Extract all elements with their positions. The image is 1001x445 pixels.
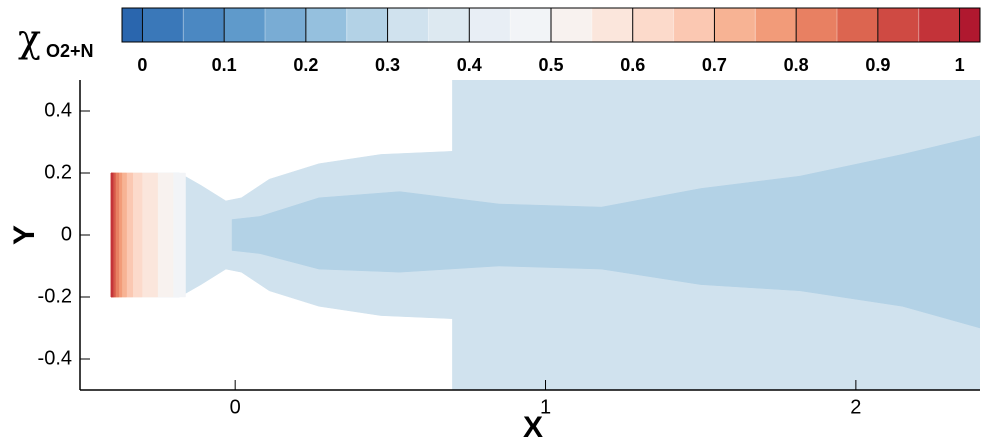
y-axis-label: Y	[8, 225, 41, 245]
y-tick-label: 0	[61, 223, 72, 245]
colorbar-tick-label: 0.3	[375, 55, 400, 75]
colorbar-swatch	[755, 8, 797, 42]
x-axis-label: X	[523, 411, 543, 444]
y-tick-label: 0.4	[44, 99, 72, 121]
colorbar-swatch	[305, 8, 347, 42]
colorbar-tick-label: 1	[955, 55, 965, 75]
colorbar-tick-label: 0.9	[865, 55, 890, 75]
y-tick-label: 0.2	[44, 161, 72, 183]
colorbar-swatch	[551, 8, 592, 42]
colorbar-swatch	[265, 8, 306, 42]
colorbar-swatch	[918, 8, 960, 42]
colorbar-swatch	[428, 8, 470, 42]
colorbar-label-sub: O2+N	[46, 41, 94, 61]
colorbar-swatch	[714, 8, 756, 42]
colorbar-swatch	[469, 8, 511, 42]
contour-region	[110, 172, 113, 298]
colorbar-swatch	[632, 8, 674, 42]
colorbar-tick-label: 0	[137, 55, 147, 75]
colorbar-swatch	[142, 8, 184, 42]
contour-region	[231, 135, 980, 329]
contour-field	[110, 80, 980, 390]
colorbar-swatch	[837, 8, 878, 42]
colorbar-swatch	[591, 8, 633, 42]
colorbar-tick-label: 0.4	[457, 55, 482, 75]
y-tick-label: -0.2	[38, 285, 72, 307]
colorbar-tick-label: 0.7	[702, 55, 727, 75]
colorbar-tick-label: 0.1	[212, 55, 237, 75]
colorbar-label: χ	[18, 17, 41, 61]
colorbar-swatch	[346, 8, 388, 42]
x-tick-label: 1	[540, 396, 551, 418]
colorbar-swatch	[122, 8, 143, 42]
colorbar-swatch	[796, 8, 837, 42]
colorbar-swatch	[959, 8, 980, 42]
colorbar-swatch	[673, 8, 715, 42]
colorbar-tick-label: 0.5	[538, 55, 563, 75]
colorbar-tick-label: 0.8	[784, 55, 809, 75]
colorbar-tick-label: 0.6	[620, 55, 645, 75]
y-tick-label: -0.4	[38, 347, 72, 369]
colorbar-swatch	[224, 8, 265, 42]
colorbar-swatch	[877, 8, 919, 42]
colorbar-swatch	[183, 8, 225, 42]
x-tick-label: 2	[850, 396, 861, 418]
x-tick-label: 0	[230, 396, 241, 418]
colorbar-swatch	[510, 8, 551, 42]
colorbar-tick-label: 0.2	[293, 55, 318, 75]
colorbar-frame	[121, 7, 981, 43]
colorbar-swatch	[387, 8, 429, 42]
